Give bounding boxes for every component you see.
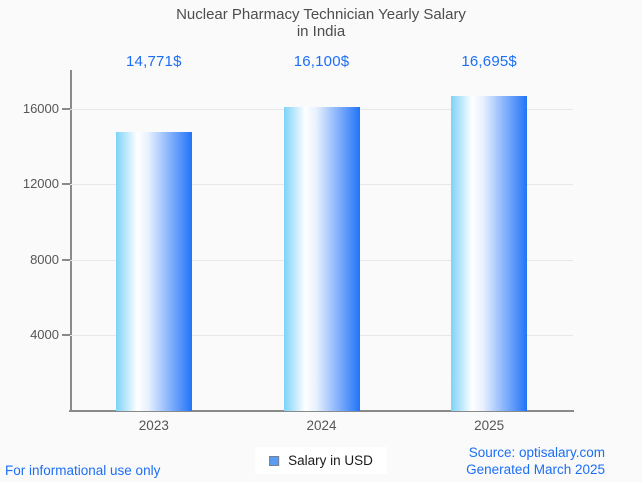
legend-item-salary[interactable]: Salary in USD: [255, 447, 387, 474]
y-tick-mark-16000: [62, 107, 70, 110]
y-tick-mark-4000: [62, 334, 70, 337]
source-link[interactable]: Source: optisalary.com: [468, 445, 605, 460]
y-tick-label-8000: 8000: [30, 251, 59, 267]
value-label-2024: 16,100$: [293, 53, 350, 70]
y-axis-line: [70, 70, 72, 412]
chart-title-line2: in India: [296, 23, 346, 40]
legend-swatch-icon: [269, 455, 280, 466]
bar-2024[interactable]: [283, 107, 360, 411]
generated-date: Generated March 2025: [466, 462, 605, 477]
x-tick-label-2024: 2024: [306, 418, 337, 433]
y-tick-mark-12000: [62, 183, 70, 186]
bar-2023[interactable]: [115, 132, 192, 411]
legend-label: Salary in USD: [288, 453, 373, 468]
chart-title-line1: Nuclear Pharmacy Technician Yearly Salar…: [176, 6, 466, 23]
y-tick-mark-8000: [62, 258, 70, 261]
y-tick-label-12000: 12000: [22, 176, 59, 192]
y-tick-label-4000: 4000: [30, 327, 59, 343]
source-info: Source: optisalary.com Generated March 2…: [466, 444, 605, 478]
x-tick-label-2023: 2023: [138, 418, 169, 433]
y-tick-label-16000: 16000: [22, 100, 59, 116]
bar-2025[interactable]: [451, 95, 528, 411]
chart-title: Nuclear Pharmacy Technician Yearly Salar…: [0, 6, 642, 40]
x-tick-label-2025: 2025: [474, 418, 505, 433]
x-axis-line: [69, 410, 574, 412]
disclaimer-text: For informational use only: [5, 463, 161, 478]
value-label-2023: 14,771$: [126, 53, 182, 70]
value-label-2025: 16,695$: [461, 53, 517, 70]
